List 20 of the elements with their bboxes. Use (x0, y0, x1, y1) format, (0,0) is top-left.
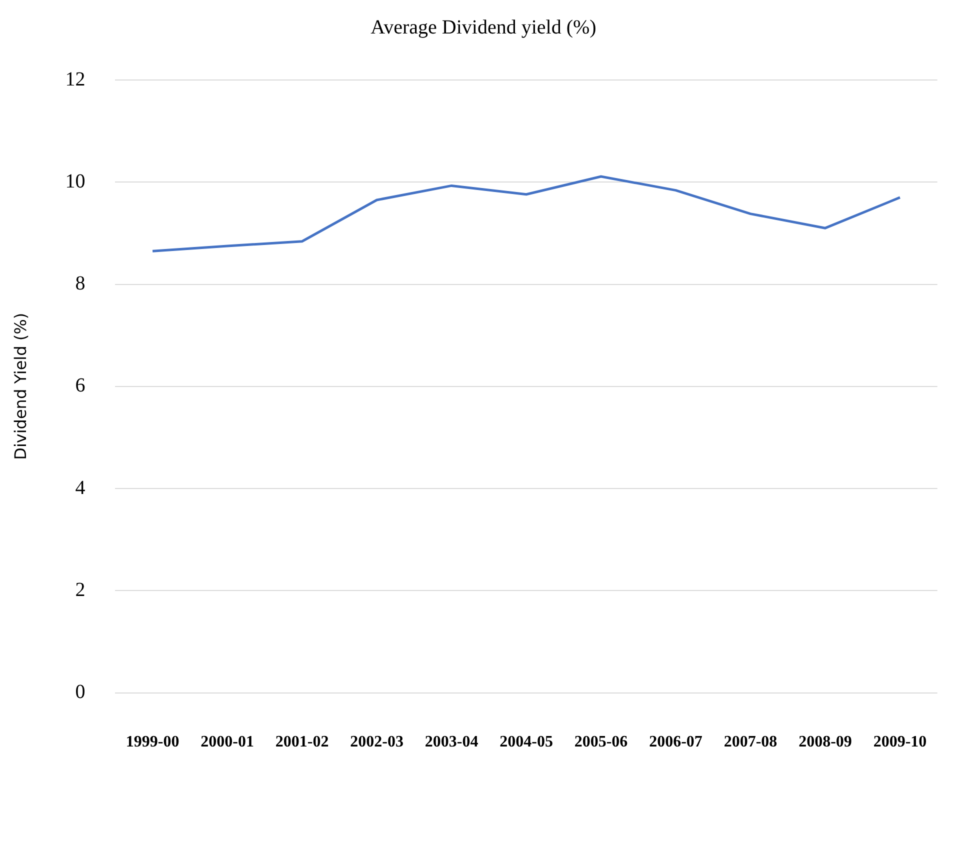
x-tick-label: 2009-10 (873, 734, 927, 751)
y-tick-label: 0 (75, 681, 86, 704)
y-tick-label: 12 (65, 68, 86, 90)
y-tick-label: 8 (75, 272, 86, 295)
x-tick-label: 1999-00 (126, 734, 180, 751)
x-tick-label: 2002-03 (350, 734, 404, 751)
y-tick-label: 4 (75, 476, 86, 499)
y-tick-label: 6 (75, 374, 86, 397)
x-tick-label: 2000-01 (200, 734, 254, 751)
x-tick-label: 2007-08 (724, 734, 778, 751)
x-tick-label: 2008-09 (798, 734, 852, 751)
y-tick-label: 10 (65, 170, 86, 192)
x-tick-label: 2005-06 (574, 734, 628, 751)
y-tick-label: 2 (75, 578, 86, 601)
x-tick-label: 2004-05 (500, 734, 553, 751)
x-tick-label: 2001-02 (275, 734, 329, 751)
chart-title: Average Dividend yield (%) (370, 16, 596, 38)
x-tick-label: 2003-04 (424, 734, 478, 751)
y-axis-title: Dividend Yield (%) (10, 312, 30, 460)
x-tick-label: 2006-07 (649, 734, 702, 751)
